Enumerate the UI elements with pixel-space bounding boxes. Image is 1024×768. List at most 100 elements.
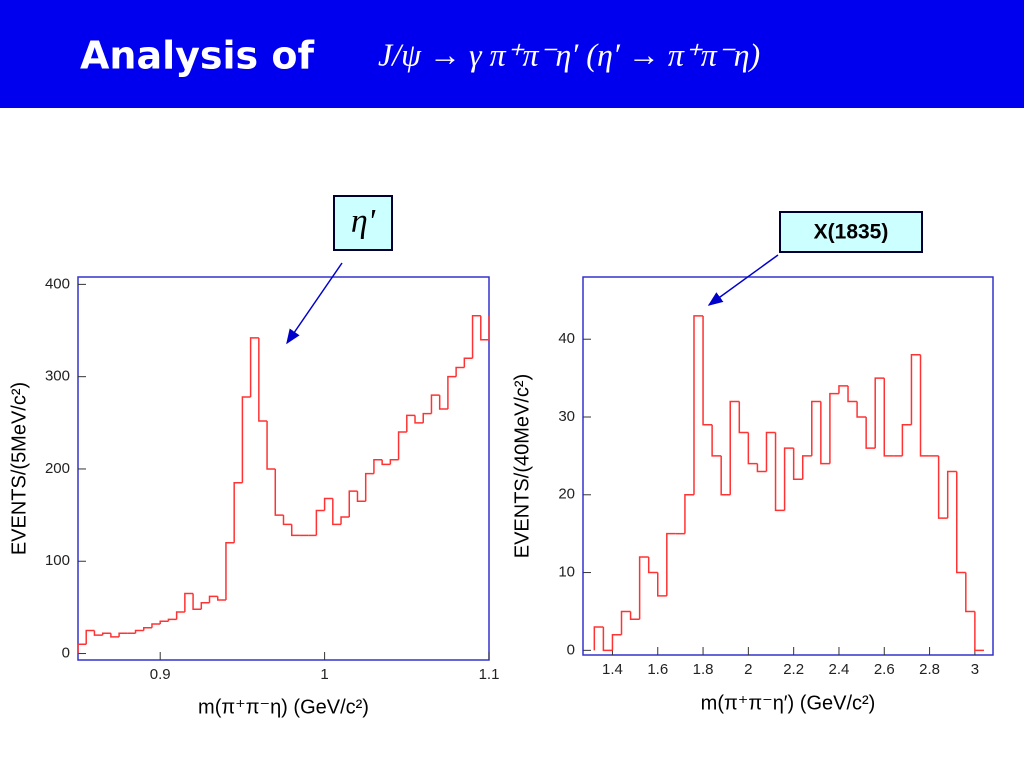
- histogram-bin: [274, 468, 284, 516]
- histogram-bin: [747, 432, 758, 465]
- histogram-bin: [820, 401, 830, 465]
- slide-title: Analysis of: [80, 34, 314, 78]
- y-axis-label: EVENTS/(5MeV/c²): [8, 382, 30, 555]
- histogram-bin: [151, 623, 161, 628]
- histogram-bin: [883, 378, 894, 457]
- slide-formula: J/ψ → γ π⁺π⁻η′ (η′ → π⁺π⁻η): [378, 36, 760, 72]
- histogram-bin: [93, 630, 103, 636]
- histogram-bin: [430, 394, 440, 414]
- x-tick-label: 2.2: [783, 661, 804, 678]
- histogram-bin: [593, 626, 604, 651]
- y-tick-label: 10: [558, 564, 575, 581]
- histogram-bin: [373, 458, 383, 474]
- histogram-bin: [175, 611, 185, 620]
- histogram-bin: [159, 620, 169, 625]
- y-tick-label: 200: [45, 460, 70, 477]
- histogram-bin: [290, 524, 300, 537]
- histogram-bin: [657, 572, 667, 597]
- histogram-bin: [874, 377, 885, 449]
- histogram-bin: [974, 611, 984, 652]
- x-axis-label: m(π⁺π⁻η) (GeV/c²): [198, 696, 369, 718]
- histogram-bin: [847, 385, 858, 403]
- histogram-bin: [110, 633, 120, 638]
- histogram-bin: [946, 470, 957, 519]
- histogram-bin: [438, 395, 448, 410]
- histogram-bin: [233, 482, 243, 543]
- histogram-bin: [422, 412, 432, 423]
- histogram-bin: [216, 596, 226, 601]
- histogram-bin: [919, 354, 930, 457]
- histogram-bin: [200, 602, 210, 610]
- histogram-bin: [638, 556, 649, 620]
- histogram-bin: [702, 315, 713, 426]
- histogram-bin: [463, 357, 473, 368]
- y-tick-label: 40: [558, 330, 575, 347]
- histogram-bin: [774, 432, 785, 512]
- histogram-bin: [77, 643, 87, 654]
- histogram-bin: [134, 629, 144, 634]
- y-tick-label: 100: [45, 552, 70, 569]
- histogram-bin: [901, 424, 912, 456]
- histogram-bin: [666, 532, 676, 596]
- y-axis-label: EVENTS/(40MeV/c²): [511, 374, 533, 558]
- annotation-arrow: [707, 254, 779, 306]
- histogram-bin: [765, 431, 776, 472]
- x-tick-label: 1.4: [602, 661, 623, 678]
- histogram-bin: [249, 337, 259, 397]
- x-tick-label: 2.8: [919, 661, 940, 678]
- histogram-bin: [829, 392, 839, 464]
- x-tick-label: 1.1: [479, 666, 500, 683]
- annotation-box: [333, 195, 393, 251]
- histogram-bin: [792, 448, 803, 480]
- x-tick-label: 0.9: [150, 666, 171, 683]
- histogram-bin: [241, 396, 251, 483]
- histogram-bin: [389, 458, 399, 465]
- histogram-bin: [471, 315, 481, 359]
- histogram-bin: [85, 629, 95, 645]
- histogram-bin: [184, 592, 194, 613]
- histogram-bin: [801, 455, 812, 480]
- histogram-bin: [910, 354, 921, 425]
- histogram-bin: [208, 595, 218, 603]
- x-tick-label: 2: [744, 661, 752, 678]
- header-band: [0, 0, 1024, 108]
- histogram-bin: [965, 572, 975, 613]
- annotation-arrow: [286, 262, 343, 345]
- histogram-bin: [720, 455, 731, 496]
- histogram-bin: [381, 459, 391, 466]
- x-tick-label: 2.6: [874, 661, 895, 678]
- histogram-bin: [266, 420, 276, 470]
- annotation-text: X(1835): [814, 221, 889, 244]
- histogram-bin: [315, 509, 325, 536]
- histogram-bin: [101, 632, 111, 636]
- y-tick-label: 400: [45, 275, 70, 292]
- histogram-bin: [620, 610, 631, 635]
- histogram-bin: [647, 557, 658, 574]
- histogram-bin: [684, 494, 694, 534]
- x-tick-label: 1.6: [647, 661, 668, 678]
- histogram-bin: [838, 385, 849, 394]
- y-tick-label: 20: [558, 486, 575, 503]
- x-tick-label: 1.8: [693, 661, 714, 678]
- histogram-bin: [447, 375, 457, 409]
- histogram-bin: [282, 515, 292, 526]
- annotation-text: η': [351, 203, 376, 240]
- histogram-bin: [937, 455, 948, 519]
- histogram-bin: [738, 401, 749, 434]
- histogram-bin: [811, 400, 821, 456]
- histogram-bin: [693, 315, 704, 495]
- histogram-bin: [332, 498, 342, 526]
- histogram-bin: [729, 400, 740, 495]
- histogram-bin: [956, 471, 966, 574]
- histogram-bin: [356, 491, 366, 503]
- histogram-bin: [711, 424, 722, 457]
- histogram-bin: [340, 516, 350, 525]
- histogram-bin: [192, 593, 202, 610]
- histogram-bin: [143, 626, 152, 631]
- plot-frame: [582, 276, 994, 656]
- y-tick-label: 30: [558, 408, 575, 425]
- histogram-bin: [258, 337, 268, 422]
- histogram-bin: [856, 401, 867, 418]
